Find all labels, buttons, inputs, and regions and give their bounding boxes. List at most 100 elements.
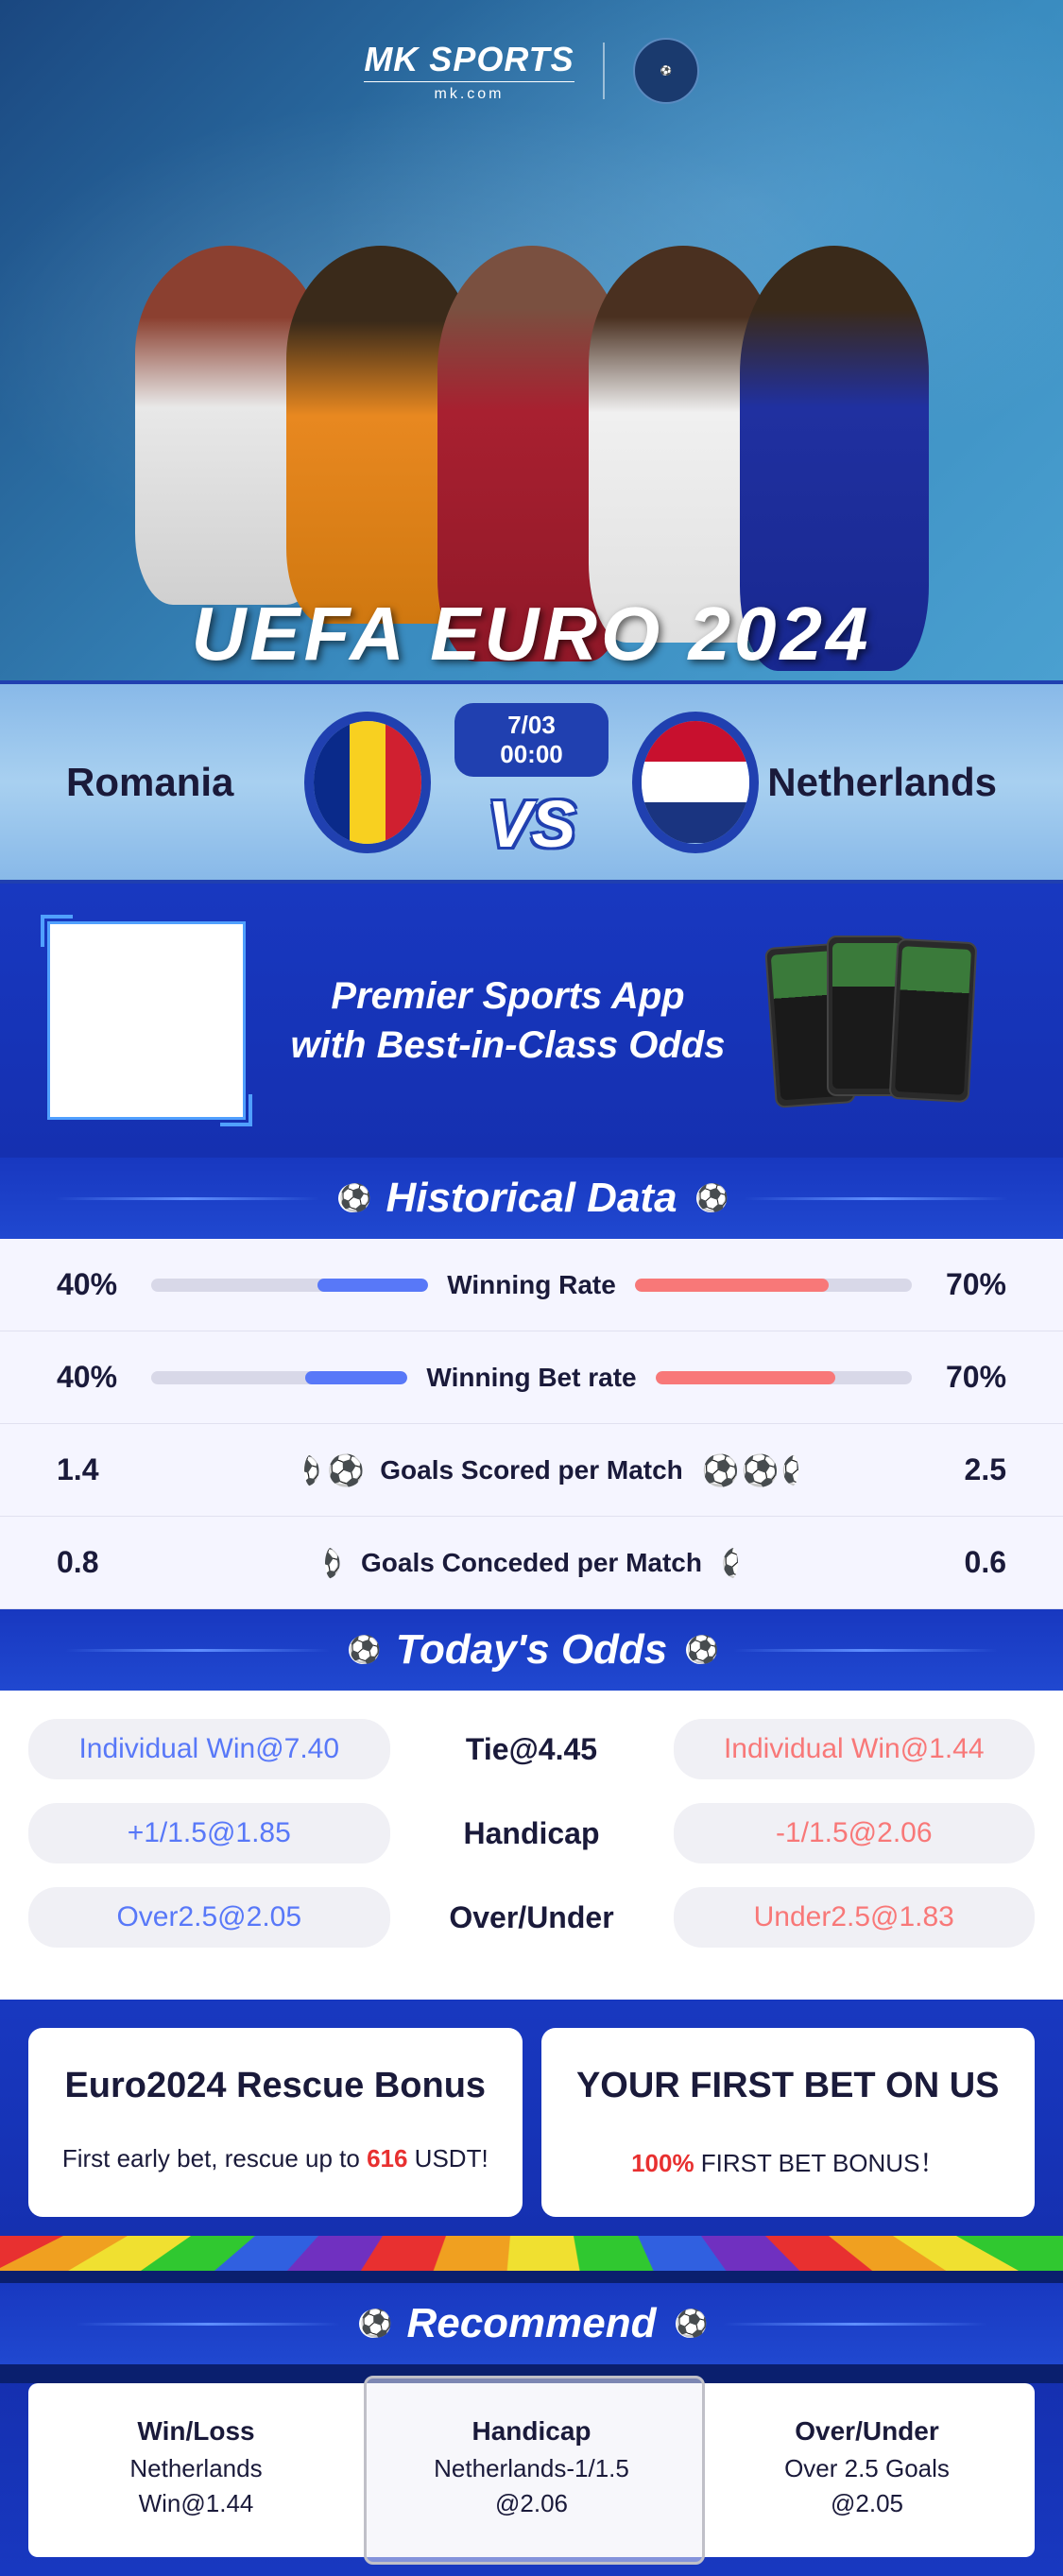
odds-center: Tie@4.45 xyxy=(390,1732,674,1767)
recommend-grid: Win/Loss Netherlands Win@1.44 Handicap N… xyxy=(28,2383,1035,2557)
left-value: 40% xyxy=(57,1267,151,1302)
odds-header: Today's Odds xyxy=(0,1609,1063,1691)
recommend-header: Recommend xyxy=(0,2283,1063,2364)
left-balls: ⚽⚽ xyxy=(151,1453,361,1487)
ball-icon: ⚽ xyxy=(325,1546,342,1580)
odds-row: Over2.5@2.05 Over/Under Under2.5@1.83 xyxy=(28,1887,1035,1948)
brand-name: MK SPORTS xyxy=(364,40,574,79)
ball-icon xyxy=(338,1184,367,1212)
historical-data: 40% Winning Rate 70% 40% Winning Bet rat… xyxy=(0,1239,1063,1609)
right-bar xyxy=(656,1371,912,1384)
data-label: Goals Conceded per Match xyxy=(342,1548,721,1578)
data-row: 40% Winning Rate 70% xyxy=(0,1239,1063,1331)
right-bar xyxy=(635,1279,912,1292)
right-balls: ⚽⚽⚽ xyxy=(702,1453,912,1487)
data-label: Winning Bet rate xyxy=(407,1363,655,1393)
odds-right[interactable]: Individual Win@1.44 xyxy=(674,1719,1036,1779)
left-value: 0.8 xyxy=(57,1545,151,1580)
right-value: 70% xyxy=(912,1360,1006,1395)
odds-right[interactable]: -1/1.5@2.06 xyxy=(674,1803,1036,1863)
right-value: 2.5 xyxy=(912,1452,1006,1487)
recommend-col[interactable]: Over/Under Over 2.5 Goals @2.05 xyxy=(699,2407,1035,2533)
ball-icon xyxy=(696,1184,725,1212)
ball-icon: ⚽ xyxy=(304,1453,321,1487)
match-date: 7/03 00:00 xyxy=(454,703,608,777)
recommend-title: Recommend xyxy=(406,2300,656,2347)
players-illustration xyxy=(0,151,1063,605)
odds-left[interactable]: Over2.5@2.05 xyxy=(28,1887,390,1948)
odds-section: Individual Win@7.40 Tie@4.45 Individual … xyxy=(0,1691,1063,2000)
odds-row: +1/1.5@1.85 Handicap -1/1.5@2.06 xyxy=(28,1803,1035,1863)
rec-odds: @2.05 xyxy=(709,2489,1025,2518)
bonus-desc: First early bet, rescue up to 616 USDT! xyxy=(57,2144,494,2173)
bonus-desc: 100% FIRST BET BONUS！ xyxy=(570,2144,1007,2179)
ball-icon xyxy=(676,2310,704,2338)
ball-icon: ⚽ xyxy=(721,1546,738,1580)
right-balls: ⚽ xyxy=(721,1546,912,1580)
left-balls: ⚽ xyxy=(151,1546,342,1580)
rec-odds: @2.06 xyxy=(373,2489,690,2518)
flag-left-icon xyxy=(304,712,431,853)
qr-code-icon[interactable] xyxy=(47,921,246,1120)
brand-logo: MK SPORTS mk.com xyxy=(364,40,574,103)
bonus-card[interactable]: Euro2024 Rescue Bonus First early bet, r… xyxy=(28,2028,523,2217)
club-badge-icon: ⚽ xyxy=(633,38,699,104)
ball-icon: ⚽ xyxy=(781,1453,798,1487)
left-value: 40% xyxy=(57,1360,151,1395)
hero-banner: MK SPORTS mk.com ⚽ UEFA EURO 2024 xyxy=(0,0,1063,680)
promo-line2: with Best-in-Class Odds xyxy=(274,1021,742,1070)
vs-text: VS xyxy=(454,786,608,862)
ball-icon: ⚽ xyxy=(702,1453,736,1487)
promo-line1: Premier Sports App xyxy=(274,971,742,1021)
odds-left[interactable]: Individual Win@7.40 xyxy=(28,1719,390,1779)
match-banner: Romania 7/03 00:00 VS Netherlands xyxy=(0,680,1063,884)
brand-site: mk.com xyxy=(364,81,574,103)
historical-header: Historical Data xyxy=(0,1158,1063,1239)
rec-title: Win/Loss xyxy=(38,2416,354,2447)
data-row: 1.4 ⚽⚽ Goals Scored per Match ⚽⚽⚽ 2.5 xyxy=(0,1424,1063,1517)
left-bar xyxy=(151,1279,428,1292)
odds-left[interactable]: +1/1.5@1.85 xyxy=(28,1803,390,1863)
data-label: Winning Rate xyxy=(428,1270,635,1300)
ball-icon xyxy=(359,2310,387,2338)
data-row: 40% Winning Bet rate 70% xyxy=(0,1331,1063,1424)
right-value: 0.6 xyxy=(912,1545,1006,1580)
odds-title: Today's Odds xyxy=(396,1626,668,1674)
recommend-col[interactable]: Handicap Netherlands-1/1.5 @2.06 xyxy=(364,2407,699,2533)
odds-right[interactable]: Under2.5@1.83 xyxy=(674,1887,1036,1948)
ball-icon: ⚽ xyxy=(327,1453,361,1487)
promo-text: Premier Sports App with Best-in-Class Od… xyxy=(246,971,770,1070)
odds-row: Individual Win@7.40 Tie@4.45 Individual … xyxy=(28,1719,1035,1779)
rec-value: Netherlands-1/1.5 xyxy=(373,2454,690,2483)
left-value: 1.4 xyxy=(57,1452,151,1487)
recommend-col[interactable]: Win/Loss Netherlands Win@1.44 xyxy=(28,2407,364,2533)
ball-icon: ⚽ xyxy=(742,1453,776,1487)
rec-value: Over 2.5 Goals xyxy=(709,2454,1025,2483)
match-center: 7/03 00:00 VS xyxy=(304,703,759,862)
data-row: 0.8 ⚽ Goals Conceded per Match ⚽ 0.6 xyxy=(0,1517,1063,1609)
left-bar xyxy=(151,1371,407,1384)
rainbow-decoration xyxy=(0,2236,1063,2271)
ball-icon xyxy=(686,1636,714,1664)
odds-center: Handicap xyxy=(390,1816,674,1851)
rec-value: Netherlands xyxy=(38,2454,354,2483)
team-left-name: Romania xyxy=(66,760,304,805)
rec-title: Handicap xyxy=(373,2416,690,2447)
flag-right-icon xyxy=(632,712,759,853)
ball-icon xyxy=(349,1636,377,1664)
hero-title: UEFA EURO 2024 xyxy=(0,602,1063,666)
historical-title: Historical Data xyxy=(386,1175,677,1222)
app-preview-icon xyxy=(770,926,1016,1115)
team-right-name: Netherlands xyxy=(759,760,997,805)
rec-odds: Win@1.44 xyxy=(38,2489,354,2518)
rec-title: Over/Under xyxy=(709,2416,1025,2447)
bonus-section: Euro2024 Rescue Bonus First early bet, r… xyxy=(0,2000,1063,2236)
vs-block: 7/03 00:00 VS xyxy=(454,703,608,862)
bonus-card[interactable]: YOUR FIRST BET ON US 100% FIRST BET BONU… xyxy=(541,2028,1036,2217)
odds-center: Over/Under xyxy=(390,1900,674,1935)
promo-section: Premier Sports App with Best-in-Class Od… xyxy=(0,884,1063,1158)
bonus-title: YOUR FIRST BET ON US xyxy=(570,2066,1007,2106)
logo-area: MK SPORTS mk.com ⚽ xyxy=(364,38,698,104)
bonus-title: Euro2024 Rescue Bonus xyxy=(57,2066,494,2106)
data-label: Goals Scored per Match xyxy=(361,1455,702,1485)
